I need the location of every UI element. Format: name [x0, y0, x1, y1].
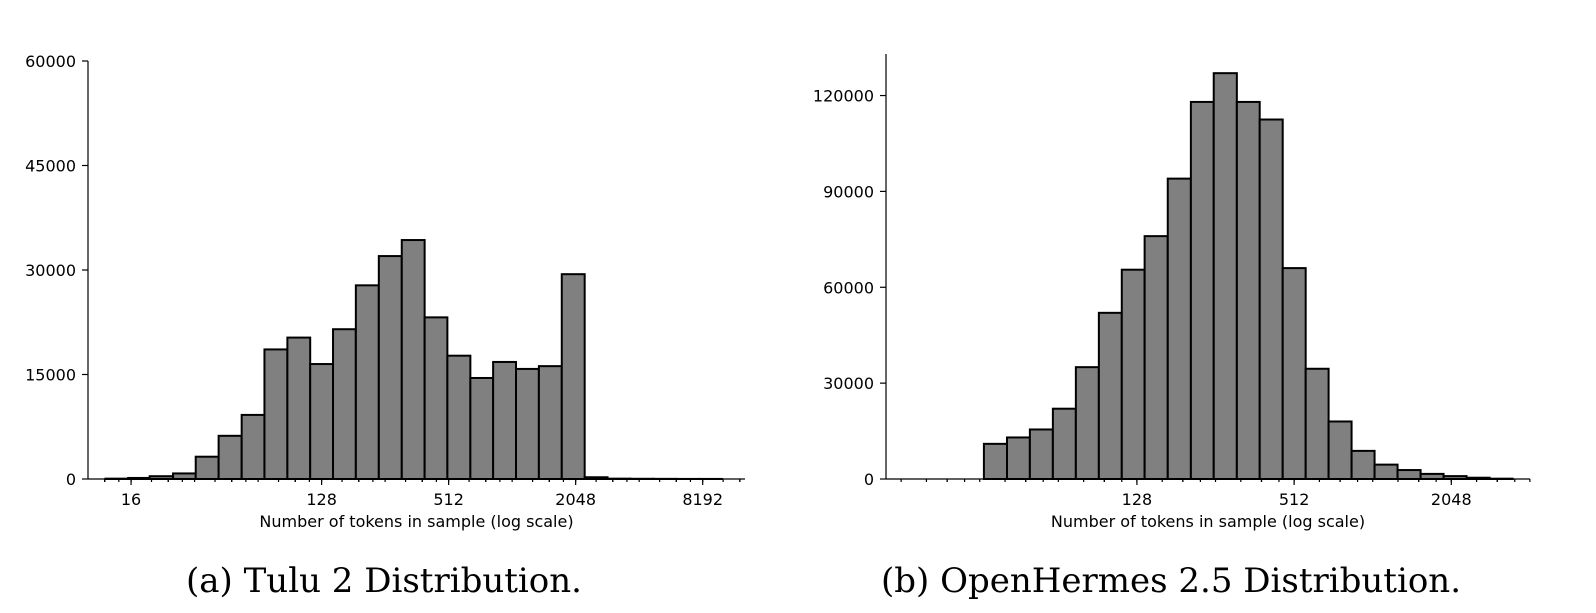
y-tick-label: 30000: [25, 261, 76, 280]
histogram-bar: [1396, 469, 1422, 480]
bars-group: [982, 72, 1514, 481]
caption: (a) Tulu 2 Distribution.: [186, 561, 582, 601]
y-axis: 0 30000 60000 90000 120000: [813, 54, 887, 489]
chart-openhermes: 0 30000 60000 90000 120000 128 512 2048 Number…: [813, 54, 1531, 601]
histogram-bar: [1189, 100, 1215, 481]
x-tick-label: 16: [121, 490, 141, 509]
histogram-bar: [1051, 407, 1077, 481]
histogram-bar: [1350, 449, 1376, 481]
histogram-bar: [217, 434, 243, 480]
histogram-bar: [354, 284, 380, 480]
y-tick-label: 120000: [813, 87, 874, 106]
y-tick-label: 60000: [25, 52, 76, 71]
x-tick-label: 8192: [682, 490, 723, 509]
histogram-bar: [492, 360, 517, 480]
histogram-bar: [332, 328, 357, 480]
histogram-bar: [1373, 463, 1399, 480]
x-axis-label: Number of tokens in sample (log scale): [259, 512, 573, 531]
histogram-bar: [1281, 267, 1307, 480]
bars-group: [104, 239, 723, 481]
histogram-bar: [1258, 118, 1284, 480]
x-tick-label: 512: [433, 490, 464, 509]
histogram-bar: [263, 348, 289, 481]
histogram-bar: [240, 413, 266, 480]
histogram-bar: [1235, 100, 1261, 481]
histogram-bar: [400, 239, 426, 480]
y-tick-label: 60000: [823, 278, 874, 297]
y-tick-label: 90000: [823, 182, 874, 201]
histogram-bar: [309, 363, 335, 480]
y-tick-label: 0: [864, 470, 874, 489]
x-tick-label: 512: [1279, 490, 1310, 509]
x-tick-label: 2048: [1431, 490, 1472, 509]
y-tick-label: 45000: [25, 157, 76, 176]
caption: (b) OpenHermes 2.5 Distribution.: [881, 561, 1461, 601]
histogram-bar: [469, 376, 495, 481]
histogram-bar: [286, 336, 312, 480]
chart-tulu2: 0 15000 30000 45000 60000 16 128 512 2048 8192 N…: [25, 52, 745, 601]
histogram-bar: [1120, 268, 1146, 481]
y-tick-label: 15000: [25, 366, 76, 385]
histogram-bar: [194, 455, 220, 480]
histogram-bar: [1006, 436, 1031, 480]
histogram-bar: [1166, 177, 1192, 480]
x-axis: 128 512 2048: [886, 478, 1531, 509]
x-tick-label: 2048: [555, 490, 596, 509]
histogram-bar: [1304, 367, 1330, 481]
histogram-bar: [515, 367, 540, 480]
y-axis: 0 15000 30000 45000 60000: [25, 52, 89, 489]
histogram-bar: [446, 354, 472, 480]
histogram-bar: [1097, 311, 1123, 480]
histogram-bar: [377, 255, 403, 480]
x-tick-label: 128: [306, 490, 337, 509]
x-tick-label: 128: [1122, 490, 1153, 509]
histogram-bar: [560, 273, 586, 480]
histogram-bar: [1143, 235, 1169, 480]
histogram-bar: [1419, 472, 1445, 481]
histogram-bar: [423, 316, 449, 480]
y-tick-label: 0: [66, 470, 76, 489]
histogram-bar: [1212, 72, 1238, 480]
histogram-bar: [1327, 420, 1353, 481]
x-axis-label: Number of tokens in sample (log scale): [1051, 512, 1365, 531]
histogram-bar: [537, 365, 563, 481]
x-axis: 16 128 512 2048 8192: [88, 478, 745, 509]
histogram-bar: [1028, 428, 1054, 480]
histogram-bar: [172, 472, 197, 480]
histogram-bar: [982, 442, 1008, 481]
histogram-bar: [1074, 366, 1100, 480]
y-tick-label: 30000: [823, 374, 874, 393]
